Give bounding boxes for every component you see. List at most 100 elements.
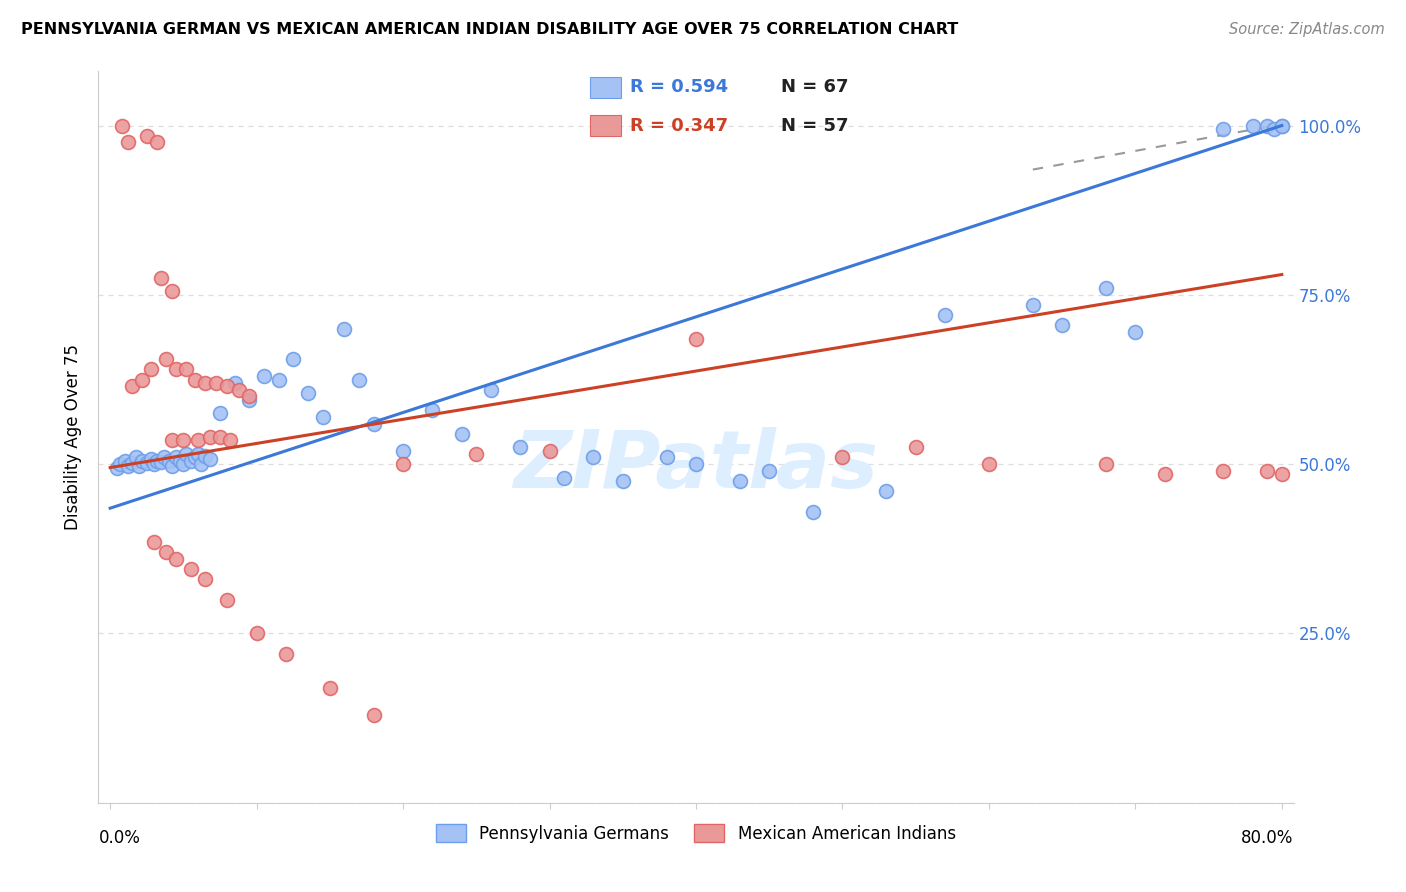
Point bbox=[1271, 467, 1294, 482]
Text: R = 0.594: R = 0.594 bbox=[630, 78, 728, 96]
Point bbox=[121, 379, 143, 393]
Point bbox=[107, 460, 129, 475]
Point bbox=[165, 362, 187, 376]
Point bbox=[187, 447, 209, 461]
Point bbox=[553, 471, 575, 485]
Point bbox=[153, 450, 176, 465]
Y-axis label: Disability Age Over 75: Disability Age Over 75 bbox=[65, 344, 83, 530]
Point bbox=[131, 454, 153, 468]
Text: Source: ZipAtlas.com: Source: ZipAtlas.com bbox=[1229, 22, 1385, 37]
Point bbox=[150, 455, 173, 469]
Point bbox=[217, 592, 239, 607]
Point bbox=[184, 450, 207, 465]
Point bbox=[169, 454, 191, 468]
Point bbox=[934, 308, 956, 322]
Legend: Pennsylvania Germans, Mexican American Indians: Pennsylvania Germans, Mexican American I… bbox=[429, 818, 963, 849]
Point bbox=[160, 458, 183, 473]
Point bbox=[253, 369, 276, 384]
Point bbox=[180, 454, 202, 468]
Point bbox=[184, 372, 207, 386]
Point bbox=[977, 457, 1000, 471]
Point bbox=[875, 484, 897, 499]
Point bbox=[125, 450, 148, 465]
Point bbox=[1271, 119, 1294, 133]
Point bbox=[141, 451, 163, 466]
Point bbox=[128, 459, 150, 474]
Text: 80.0%: 80.0% bbox=[1241, 829, 1294, 847]
Point bbox=[143, 457, 166, 471]
Point bbox=[479, 383, 502, 397]
Point bbox=[204, 376, 226, 390]
Point bbox=[392, 443, 415, 458]
Point bbox=[582, 450, 605, 465]
Point bbox=[392, 457, 415, 471]
Text: N = 67: N = 67 bbox=[782, 78, 849, 96]
Point bbox=[208, 430, 231, 444]
Point bbox=[363, 707, 385, 722]
Point bbox=[1256, 464, 1278, 478]
Point bbox=[117, 458, 139, 473]
Point bbox=[1050, 318, 1073, 333]
Point bbox=[198, 430, 221, 444]
Point bbox=[333, 322, 356, 336]
Point bbox=[180, 562, 202, 576]
Point bbox=[831, 450, 853, 465]
Point bbox=[1212, 464, 1234, 478]
Point bbox=[311, 409, 333, 424]
Point bbox=[685, 332, 707, 346]
Point bbox=[157, 454, 180, 468]
Point bbox=[155, 545, 177, 559]
Point bbox=[187, 434, 209, 448]
Point bbox=[160, 434, 183, 448]
Text: ZIPatlas: ZIPatlas bbox=[513, 427, 879, 506]
Point bbox=[297, 386, 319, 401]
Point bbox=[283, 352, 305, 367]
Point bbox=[1271, 119, 1294, 133]
Point bbox=[363, 417, 385, 431]
FancyBboxPatch shape bbox=[589, 77, 620, 98]
Point bbox=[135, 128, 157, 143]
Point bbox=[194, 572, 217, 586]
Point bbox=[319, 681, 342, 695]
Point bbox=[143, 535, 166, 549]
Point bbox=[612, 474, 634, 488]
Point bbox=[238, 389, 260, 403]
Point bbox=[685, 457, 707, 471]
Point bbox=[465, 447, 488, 461]
Point bbox=[1022, 298, 1045, 312]
Point bbox=[172, 434, 194, 448]
Point bbox=[1256, 119, 1278, 133]
Point bbox=[228, 383, 250, 397]
Point bbox=[422, 403, 444, 417]
Point bbox=[146, 136, 169, 150]
Point bbox=[165, 552, 187, 566]
Point bbox=[190, 457, 212, 471]
Text: N = 57: N = 57 bbox=[782, 117, 849, 135]
Point bbox=[155, 352, 177, 367]
Point bbox=[1095, 457, 1118, 471]
Point bbox=[111, 119, 134, 133]
Point bbox=[110, 457, 132, 471]
Point bbox=[174, 362, 197, 376]
Point bbox=[267, 372, 290, 386]
Point bbox=[172, 457, 194, 471]
Point bbox=[274, 647, 297, 661]
Point bbox=[728, 474, 751, 488]
Point bbox=[150, 271, 173, 285]
Point bbox=[509, 440, 531, 454]
Point bbox=[1125, 325, 1147, 339]
Point bbox=[121, 456, 143, 470]
Point bbox=[174, 447, 197, 461]
Point bbox=[117, 136, 139, 150]
Point bbox=[146, 454, 169, 468]
Point bbox=[1263, 122, 1285, 136]
Point bbox=[224, 376, 246, 390]
Point bbox=[1241, 119, 1264, 133]
Point bbox=[194, 449, 217, 463]
Point bbox=[219, 434, 242, 448]
Point bbox=[217, 379, 239, 393]
Point bbox=[238, 392, 260, 407]
Text: 0.0%: 0.0% bbox=[98, 829, 141, 847]
Point bbox=[194, 376, 217, 390]
Point bbox=[1212, 122, 1234, 136]
